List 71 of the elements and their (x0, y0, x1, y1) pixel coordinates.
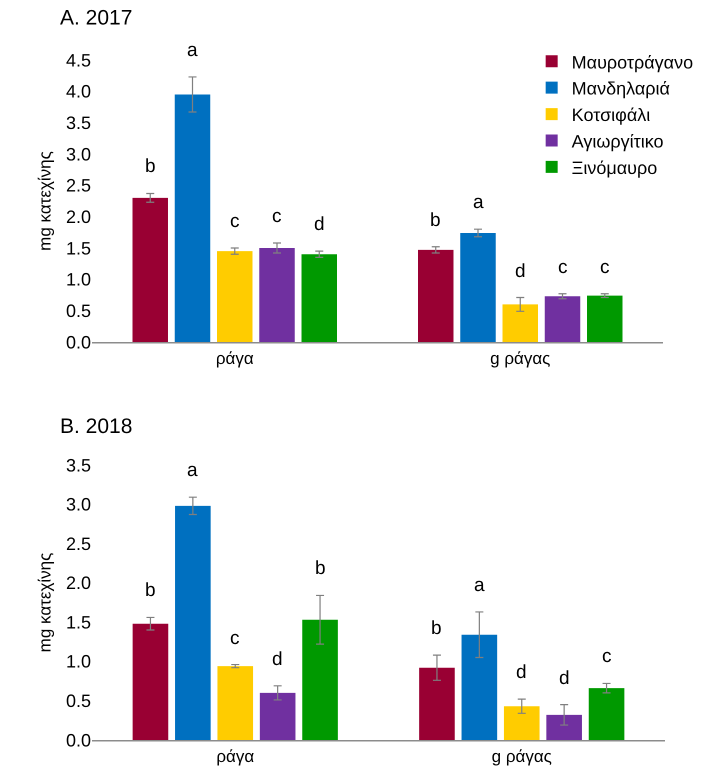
y-tick-label: 1.5 (66, 238, 91, 258)
y-tick-label: 3.5 (66, 455, 91, 476)
y-tick-label: 3.0 (66, 144, 91, 164)
data-label: c (602, 646, 612, 667)
x-tick-label: ράγα (216, 746, 254, 766)
data-label: c (558, 257, 568, 278)
legend-label: Κοτσιφάλι (572, 105, 650, 126)
data-label: d (559, 668, 570, 689)
x-tick-label: g ράγας (490, 348, 550, 368)
bar (175, 506, 211, 740)
data-label: c (600, 257, 610, 278)
y-tick-label: 1.0 (66, 652, 91, 672)
bar (587, 296, 622, 342)
x-tick-label: ράγα (216, 348, 254, 368)
bar (419, 668, 455, 740)
y-tick-label: 0.0 (66, 730, 91, 750)
legend-label: Μαυροτράγανο (572, 52, 694, 72)
y-tick-label: 0.5 (66, 300, 91, 321)
bar (546, 714, 582, 740)
bar (217, 666, 254, 740)
data-label: c (230, 211, 240, 232)
data-label: a (187, 40, 198, 61)
y-tick-label: 1.0 (66, 270, 91, 290)
data-label: a (187, 460, 198, 481)
chart-title: B. 2018 (60, 415, 132, 438)
data-label: b (430, 210, 441, 231)
bar (302, 254, 337, 342)
x-tick-label: g ράγας (492, 746, 552, 766)
bar (132, 624, 168, 740)
data-label: a (474, 575, 485, 596)
y-tick-label: 2.0 (66, 206, 91, 227)
legend-label: Αγιωργίτικο (572, 132, 664, 152)
data-label: b (431, 618, 442, 639)
y-tick-label: 1.5 (66, 612, 91, 632)
y-tick-label: 3.0 (66, 494, 91, 515)
data-label: a (473, 192, 484, 213)
bar (418, 250, 454, 342)
data-label: c (230, 628, 240, 649)
y-tick-label: 3.5 (66, 112, 91, 133)
bar (504, 706, 540, 740)
bar (462, 634, 498, 740)
y-axis-title: mg κατεχίνης (36, 552, 55, 652)
bar (217, 251, 252, 342)
bar (302, 620, 338, 740)
data-label: d (515, 261, 526, 282)
y-tick-label: 4.0 (66, 82, 91, 102)
y-tick-label: 4.5 (66, 50, 91, 70)
bar (259, 248, 295, 342)
y-axis-title: mg κατεχίνης (36, 151, 55, 251)
data-label: c (272, 206, 282, 227)
legend-label: Μανδηλαριά (572, 78, 670, 99)
bar (460, 232, 496, 342)
bar (260, 692, 296, 740)
chart-title: A. 2017 (60, 6, 132, 30)
y-tick-label: 2.5 (66, 534, 91, 554)
bar (544, 296, 580, 342)
data-label: b (145, 156, 156, 177)
bar (174, 94, 210, 342)
bar (502, 304, 538, 342)
data-label: d (272, 649, 283, 670)
legend-label: Ξινόμαυρο (572, 158, 658, 178)
data-label: d (314, 214, 325, 235)
y-tick-label: 2.0 (66, 573, 91, 594)
data-label: b (145, 580, 156, 601)
y-tick-label: 2.5 (66, 176, 91, 196)
y-tick-label: 0.5 (66, 691, 91, 712)
y-tick-label: 0.0 (66, 332, 91, 352)
data-label: d (516, 662, 527, 683)
bar (588, 688, 624, 740)
data-label: b (315, 558, 326, 579)
bar (132, 198, 168, 342)
